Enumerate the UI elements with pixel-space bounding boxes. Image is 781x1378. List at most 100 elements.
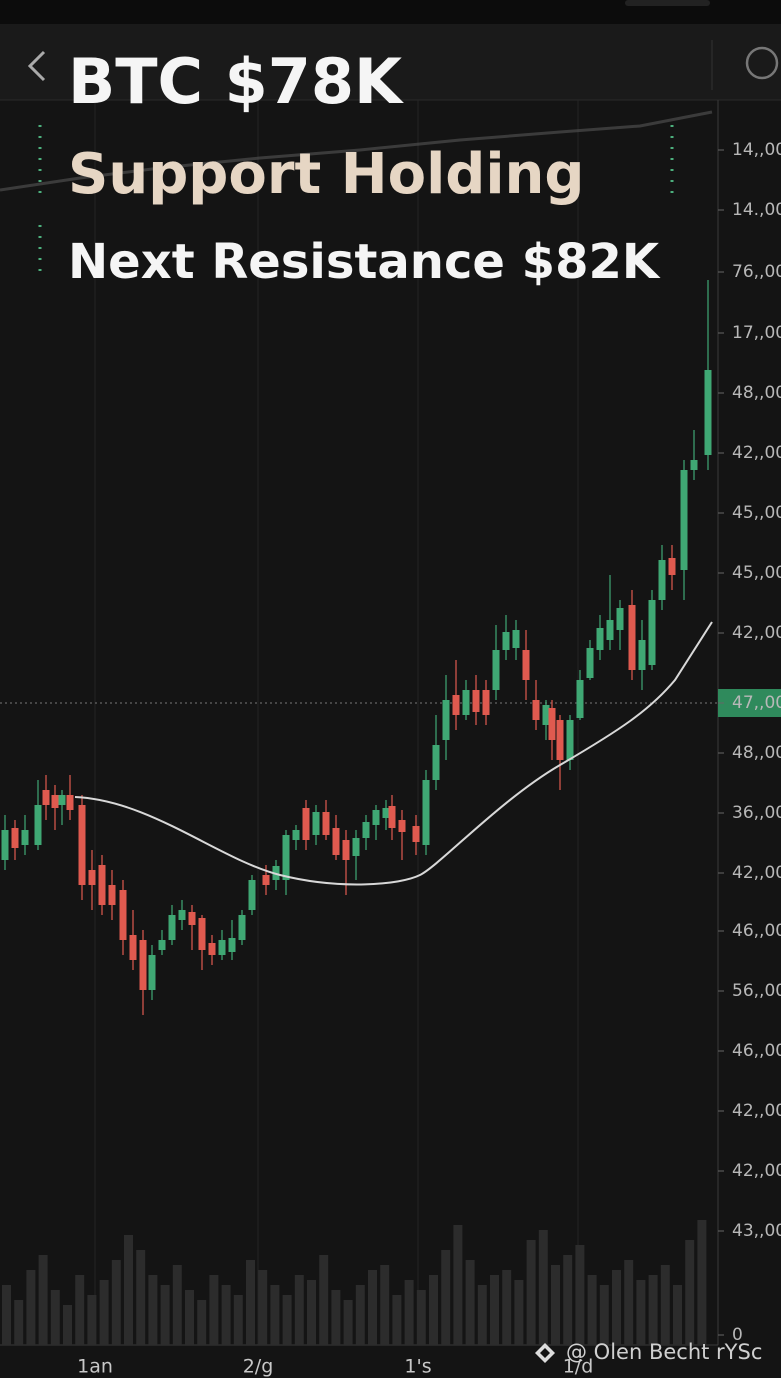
volume-bar: [26, 1270, 36, 1345]
volume-bar: [648, 1275, 658, 1345]
candle-body: [78, 805, 86, 885]
candle-body: [628, 605, 636, 670]
price-label: 48,,00: [732, 743, 781, 763]
price-label: 14,,00: [732, 140, 781, 160]
volume-bar: [63, 1305, 72, 1345]
candle-body: [188, 912, 196, 925]
candle-body: [98, 865, 106, 905]
volume-bar: [331, 1290, 341, 1345]
volume-bar: [636, 1280, 646, 1345]
candle-body: [178, 910, 186, 920]
candle-body: [362, 822, 370, 838]
price-label: 42,,00: [732, 623, 781, 643]
candle-body: [616, 608, 624, 630]
price-label: 17,,00: [732, 323, 781, 343]
volume-bar: [197, 1300, 207, 1345]
volume-bar: [380, 1265, 390, 1345]
settings-button[interactable]: [745, 46, 779, 80]
price-label: 0: [732, 1325, 743, 1345]
candle-body: [21, 830, 29, 845]
candle-body: [542, 705, 550, 725]
candle-body: [442, 700, 450, 740]
note: Next Resistance $82K: [68, 234, 661, 290]
volume-bar: [526, 1240, 536, 1345]
candle-body: [11, 828, 19, 848]
candle-body: [312, 812, 320, 835]
candle-body: [58, 795, 66, 805]
volume-bar: [404, 1280, 414, 1345]
candle-body: [548, 708, 556, 740]
price-label: 46,,00: [732, 1041, 781, 1061]
volume-bar: [599, 1285, 609, 1345]
candle-body: [332, 828, 340, 855]
candle-body: [342, 840, 350, 860]
candle-body: [472, 690, 480, 712]
candle-body: [586, 648, 594, 678]
current-price-tag: [718, 689, 781, 717]
watermark: @ Olen Becht rYSc: [566, 1340, 762, 1364]
candle-body: [566, 720, 574, 760]
candle-body: [372, 810, 380, 825]
candle-body: [148, 955, 156, 990]
candle-body: [119, 890, 127, 940]
candle-body: [66, 795, 74, 810]
candle-body: [208, 943, 216, 955]
volume-bar: [233, 1295, 243, 1345]
candle-body: [462, 690, 470, 715]
volume-bar: [307, 1280, 316, 1345]
candle-body: [512, 630, 520, 648]
candle-body: [302, 808, 310, 840]
moving-average: [74, 621, 713, 886]
price-label: 56,,00: [732, 981, 781, 1001]
candle-body: [482, 690, 490, 715]
candle-body: [1, 830, 9, 860]
candle-body: [432, 745, 440, 780]
volume-bar: [429, 1275, 438, 1345]
volume-bar: [490, 1275, 499, 1345]
price-label: 45,,00: [732, 503, 781, 523]
volume-bar: [172, 1265, 182, 1345]
price-label: 42,,00: [732, 1161, 781, 1181]
subheadline: Support Holding: [68, 142, 585, 207]
volume-bar: [136, 1250, 146, 1345]
price-label: 76,,00: [732, 262, 781, 282]
volume-bar: [343, 1300, 353, 1345]
volume-bar: [477, 1285, 487, 1345]
price-label: 42,,00: [732, 443, 781, 463]
volume-bar: [416, 1290, 426, 1345]
volume-bar: [563, 1255, 573, 1345]
candle-body: [492, 650, 500, 690]
price-label: 42,,00: [732, 863, 781, 883]
volume-bar: [453, 1225, 463, 1345]
price-label: 42,,00: [732, 1101, 781, 1121]
volume-bar: [538, 1230, 548, 1345]
candle-body: [352, 838, 360, 856]
time-label: 1/d: [563, 1356, 594, 1378]
price-axis: 14,,00 14.,00 76,,00 17,,00 48,,00 42,,00 45,,…: [718, 140, 781, 1345]
volume-bar: [270, 1285, 280, 1345]
volume-bar: [685, 1240, 695, 1345]
candle-body: [88, 870, 96, 885]
volume-bar: [111, 1260, 121, 1345]
candle-body: [51, 795, 59, 808]
candle-body: [158, 940, 166, 950]
volume-bar: [258, 1270, 268, 1345]
volume-bar: [14, 1300, 24, 1345]
back-button[interactable]: [27, 50, 46, 82]
candle-body: [34, 805, 42, 845]
candle-body: [292, 830, 300, 840]
candle-body: [108, 885, 116, 905]
candle-body: [382, 808, 390, 818]
volume-bar: [514, 1280, 524, 1345]
candle-body: [522, 650, 530, 680]
volume-bar: [294, 1275, 304, 1345]
price-label: 47,,00: [732, 693, 781, 713]
candle-body: [452, 695, 460, 715]
volume-bar: [502, 1270, 512, 1345]
candle-body: [218, 940, 226, 955]
volume-bar: [355, 1285, 365, 1345]
volume-bar: [612, 1270, 621, 1345]
